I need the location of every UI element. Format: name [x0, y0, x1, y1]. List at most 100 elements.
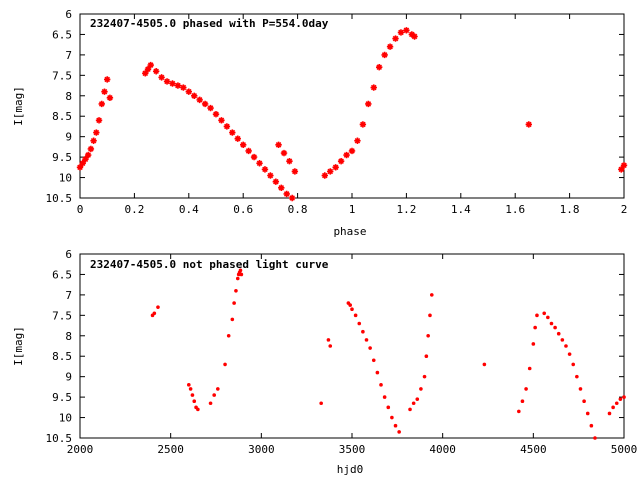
chart-title: 232407-4505.0 phased with P=554.0day [90, 17, 329, 30]
data-point [386, 43, 394, 50]
data-point [567, 352, 572, 356]
data-point [517, 409, 521, 414]
data-point [163, 78, 171, 85]
plot-frame [79, 13, 625, 199]
data-point [386, 405, 391, 410]
data-point [239, 272, 244, 277]
data-point [553, 325, 557, 330]
data-point [582, 399, 586, 404]
data-point [82, 155, 89, 163]
data-point [142, 70, 149, 77]
data-point [575, 374, 579, 379]
data-point [90, 137, 97, 144]
data-point [327, 168, 334, 175]
data-point [424, 354, 429, 359]
data-point [428, 313, 432, 318]
y-tick-label: 10.5 [46, 192, 73, 205]
y-tick-label: 9 [65, 371, 72, 384]
x-tick-label: 0.2 [124, 203, 144, 216]
data-point [376, 63, 383, 71]
y-tick-label: 8 [65, 90, 72, 103]
y-tick-label: 6 [65, 8, 72, 21]
data-point [321, 172, 328, 179]
data-point [288, 194, 296, 202]
y-tick-label: 7.5 [52, 309, 72, 322]
data-point [147, 61, 154, 69]
data-point [226, 333, 231, 338]
data-point [230, 317, 235, 322]
data-point [524, 387, 528, 391]
data-point [156, 305, 160, 309]
axis-ticks: 2000 2500 3000 3500 4000 4500 5000 6 6.5 7 7.5 8 8.5… [46, 248, 638, 456]
data-point [611, 405, 615, 410]
data-point [180, 84, 187, 91]
data-points [76, 27, 628, 202]
data-point [415, 397, 420, 401]
data-point [196, 407, 200, 412]
data-point [350, 307, 354, 312]
data-point [359, 121, 367, 128]
data-point [353, 313, 358, 318]
data-point [332, 164, 339, 171]
y-tick-label: 9 [65, 131, 72, 144]
x-tick-label: 2 [621, 203, 628, 216]
data-point [158, 74, 165, 81]
data-point [152, 311, 157, 316]
data-point [240, 141, 247, 149]
data-point [403, 27, 410, 34]
data-point [375, 370, 380, 375]
data-point [256, 160, 263, 167]
data-point [408, 31, 416, 38]
data-point [272, 178, 280, 185]
data-point [212, 393, 216, 397]
x-tick-label: 2000 [67, 443, 94, 456]
unphased-light-curve-panel: 232407-4505.0 not phased light curve hjd… [12, 248, 637, 476]
data-point [286, 158, 293, 165]
phased-light-curve-panel: 232407-4505.0 phased with P=554.0day pha… [12, 8, 627, 238]
y-tick-label: 10 [59, 172, 72, 185]
data-point [370, 84, 377, 91]
data-point [618, 397, 623, 401]
data-point [250, 153, 258, 161]
data-point [196, 96, 203, 104]
data-point [229, 129, 236, 136]
data-point [235, 276, 240, 281]
data-point [169, 80, 176, 87]
data-point [520, 399, 525, 404]
data-point [397, 29, 405, 36]
chart-title: 232407-4505.0 not phased light curve [90, 258, 329, 271]
data-point [234, 135, 241, 142]
data-point [422, 374, 427, 379]
data-point [187, 383, 191, 387]
data-point [234, 289, 238, 293]
data-point [618, 166, 625, 173]
data-point [379, 383, 383, 387]
x-tick-label: 0.4 [179, 203, 199, 216]
data-point [348, 303, 352, 307]
data-point [238, 268, 243, 273]
data-point [607, 411, 612, 416]
y-tick-label: 8.5 [52, 350, 72, 363]
data-point [207, 104, 214, 112]
data-point [212, 110, 220, 118]
data-point [348, 147, 356, 155]
data-point [106, 94, 114, 102]
data-points [150, 268, 626, 440]
data-point [93, 129, 100, 136]
data-point [283, 190, 290, 198]
data-point [98, 100, 105, 108]
data-point [192, 399, 197, 404]
data-point [411, 401, 416, 406]
data-point [578, 387, 583, 391]
data-point [261, 166, 269, 173]
data-point [390, 415, 394, 420]
data-point [354, 137, 361, 144]
data-point [408, 407, 412, 412]
x-tick-label: 0 [77, 203, 84, 216]
data-point [589, 423, 594, 428]
data-point [337, 158, 345, 165]
x-tick-label: 1.4 [451, 203, 471, 216]
data-point [191, 92, 198, 99]
data-point [546, 315, 550, 320]
data-point [104, 76, 111, 83]
